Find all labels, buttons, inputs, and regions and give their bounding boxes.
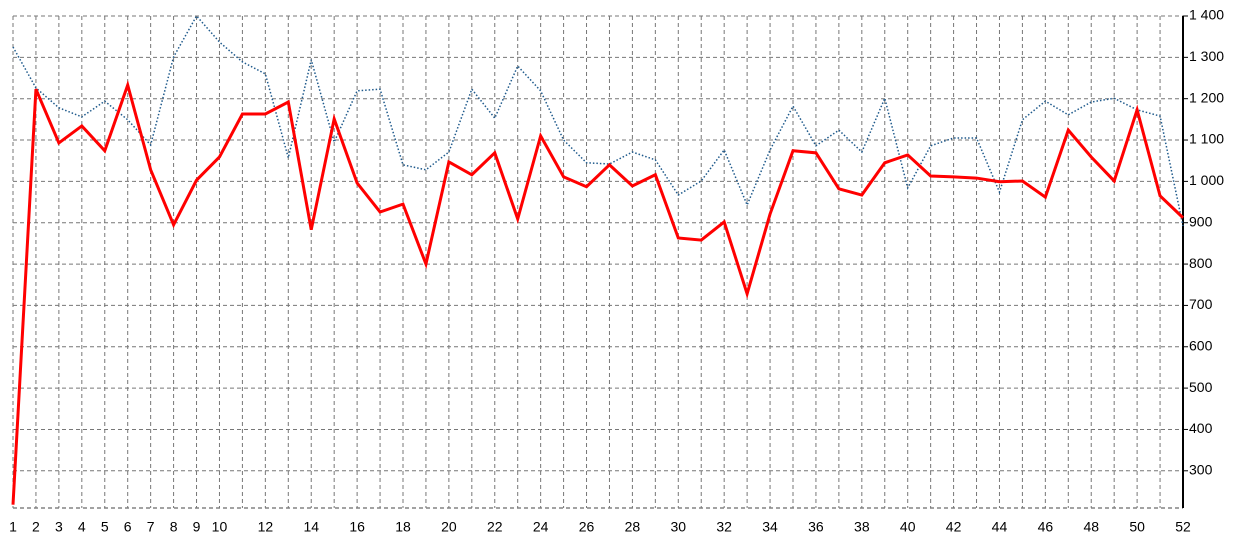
x-tick-label: 42	[946, 519, 962, 535]
y-tick-label: 1 200	[1189, 89, 1224, 105]
x-tick-label: 1	[9, 519, 17, 535]
x-tick-label: 3	[55, 519, 63, 535]
x-tick-label: 10	[212, 519, 228, 535]
y-tick-label: 1 000	[1189, 172, 1224, 188]
x-tick-label: 30	[671, 519, 687, 535]
x-tick-label: 2	[32, 519, 40, 535]
x-tick-label: 12	[258, 519, 274, 535]
x-tick-label: 44	[992, 519, 1008, 535]
y-tick-label: 700	[1189, 296, 1213, 312]
x-tick-label: 48	[1083, 519, 1099, 535]
y-tick-label: 1 400	[1189, 7, 1224, 23]
x-tick-label: 16	[349, 519, 365, 535]
x-tick-label: 50	[1129, 519, 1145, 535]
x-tick-label: 4	[78, 519, 86, 535]
y-tick-label: 1 300	[1189, 48, 1224, 64]
x-tick-label: 24	[533, 519, 549, 535]
x-tick-label: 8	[170, 519, 178, 535]
series-line	[11, 79, 1185, 505]
y-tick-label: 500	[1189, 379, 1213, 395]
x-tick-label: 9	[193, 519, 201, 535]
x-tick-label: 6	[124, 519, 132, 535]
x-tick-label: 22	[487, 519, 503, 535]
x-tick-label: 20	[441, 519, 457, 535]
x-tick-label: 5	[101, 519, 109, 535]
x-tick-label: 34	[762, 519, 778, 535]
y-tick-label: 1 100	[1189, 131, 1224, 147]
x-tick-label: 52	[1175, 519, 1191, 535]
y-tick-label: 600	[1189, 337, 1213, 353]
x-tick-label: 28	[625, 519, 641, 535]
x-tick-label: 18	[395, 519, 411, 535]
x-tick-label: 32	[716, 519, 732, 535]
x-tick-label: 36	[808, 519, 824, 535]
x-tick-label: 46	[1038, 519, 1054, 535]
x-tick-label: 14	[303, 519, 319, 535]
y-tick-label: 800	[1189, 255, 1213, 271]
x-tick-label: 38	[854, 519, 870, 535]
y-tick-label: 900	[1189, 213, 1213, 229]
y-tick-label: 300	[1189, 461, 1213, 477]
x-tick-label: 26	[579, 519, 595, 535]
x-tick-label: 7	[147, 519, 155, 535]
x-tick-label: 40	[900, 519, 916, 535]
y-tick-label: 400	[1189, 420, 1213, 436]
